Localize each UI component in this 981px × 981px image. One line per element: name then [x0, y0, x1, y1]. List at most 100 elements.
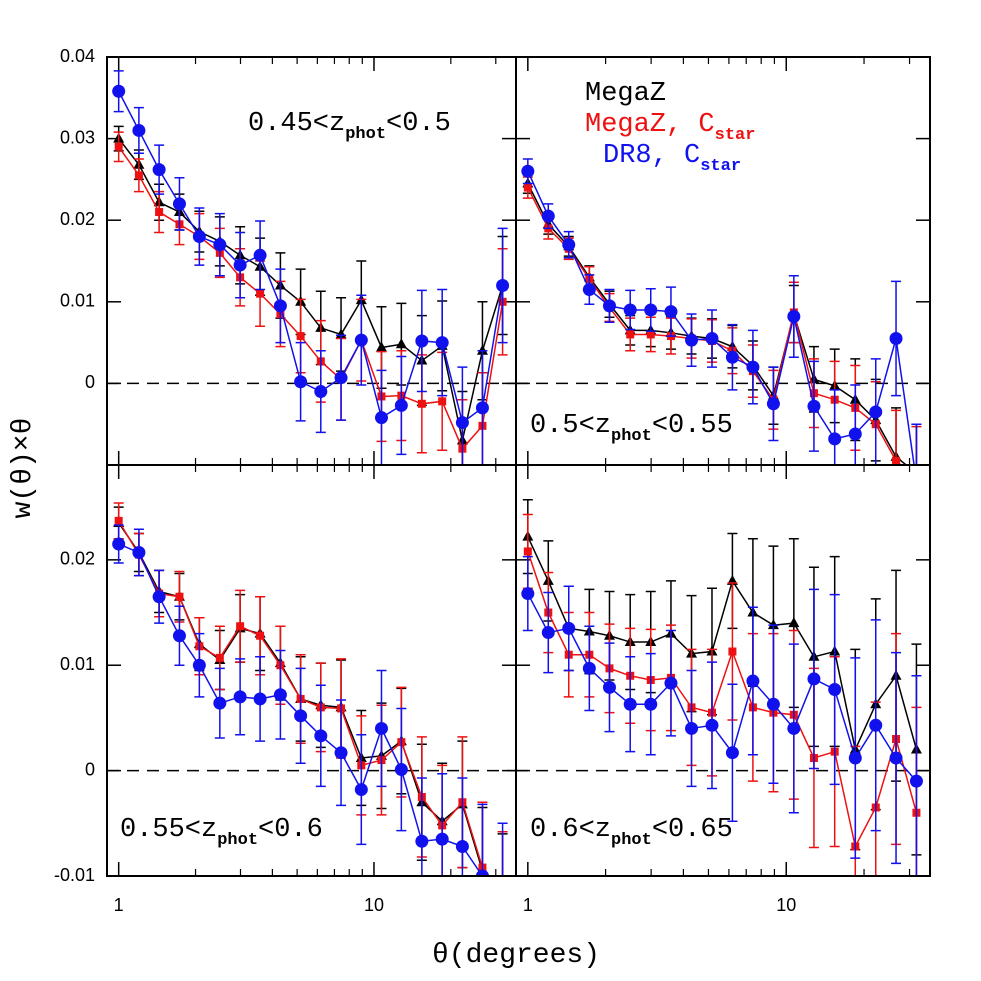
legend-entry: DR8, Cstar: [603, 141, 741, 176]
error-bar: [497, 822, 508, 876]
label-sub: phot: [611, 427, 652, 446]
marker: [172, 629, 186, 643]
label-part: 0.55<z: [120, 815, 217, 845]
y-tick-label: 0.04: [60, 46, 95, 66]
marker: [523, 183, 532, 192]
label-sub: phot: [345, 125, 386, 144]
marker: [114, 516, 123, 525]
marker: [746, 360, 760, 374]
marker: [256, 631, 265, 640]
marker: [521, 587, 535, 601]
marker: [646, 330, 655, 339]
legend-entry: MegaZ: [585, 79, 666, 109]
marker: [766, 397, 780, 411]
panel: 1 10 0.6<zphot<0.65: [515, 464, 931, 915]
label-part: <0.55: [652, 411, 733, 441]
marker: [192, 230, 206, 244]
marker: [602, 299, 616, 313]
marker: [685, 333, 699, 347]
y-tick-label: 0.01: [60, 291, 95, 311]
marker: [521, 164, 535, 178]
marker: [294, 709, 308, 723]
marker: [828, 682, 842, 696]
y-tick-label: 0.02: [60, 209, 95, 229]
label-sub: phot: [611, 831, 652, 850]
marker: [155, 208, 164, 217]
marker: [869, 405, 883, 419]
marker: [334, 371, 348, 385]
series-line: [118, 520, 490, 876]
marker: [233, 690, 247, 704]
data-area: [112, 502, 508, 901]
panel-label: 0.45<zphot<0.5: [248, 109, 451, 144]
legend-name: MegaZ: [585, 79, 666, 109]
panel: 1 10 -0.01 0 0.01 0.02 0.55<zphot<0.6: [54, 464, 517, 915]
marker: [725, 746, 739, 760]
marker: [152, 590, 166, 604]
marker: [394, 398, 408, 412]
legend-entry: MegaZ, Cstar: [585, 110, 755, 145]
y-axis-label: w(θ)×θ: [8, 418, 39, 519]
label-part: <0.65: [652, 815, 733, 845]
marker: [374, 411, 388, 425]
marker: [582, 283, 596, 297]
marker: [273, 688, 287, 702]
marker: [114, 142, 123, 151]
marker: [334, 746, 348, 760]
marker: [314, 729, 328, 743]
marker: [869, 718, 883, 732]
marker: [132, 123, 146, 137]
y-tick-label: 0: [85, 372, 95, 392]
marker: [213, 238, 227, 252]
marker: [215, 653, 224, 662]
marker: [374, 721, 388, 735]
marker: [415, 334, 429, 348]
marker: [475, 401, 489, 415]
x-tick-label: 1: [114, 895, 124, 915]
marker: [602, 680, 616, 694]
marker: [152, 163, 166, 177]
marker: [788, 617, 800, 628]
marker: [253, 692, 267, 706]
marker: [807, 672, 821, 686]
marker: [911, 467, 922, 477]
marker: [375, 341, 387, 352]
marker: [828, 432, 842, 446]
marker: [273, 299, 287, 313]
marker: [623, 697, 637, 711]
marker: [910, 475, 923, 488]
marker: [766, 697, 780, 711]
x-axis-label: θ(degrees): [432, 940, 600, 971]
marker: [787, 309, 801, 323]
marker: [354, 783, 368, 797]
marker: [354, 333, 368, 347]
marker: [438, 397, 447, 406]
marker: [296, 332, 305, 341]
series-line: [527, 551, 918, 849]
marker: [294, 375, 308, 389]
data-area: [521, 499, 923, 876]
marker: [787, 721, 801, 735]
legend-name: MegaZ, C: [585, 110, 715, 140]
marker: [394, 763, 408, 777]
x-tick-label: 10: [364, 895, 384, 915]
marker: [132, 545, 146, 559]
marker: [435, 832, 449, 846]
error-bar: [477, 803, 488, 876]
marker: [746, 674, 760, 688]
marker: [767, 619, 779, 630]
marker: [644, 697, 658, 711]
marker: [499, 893, 507, 901]
marker: [523, 547, 532, 556]
label-part: 0.45<z: [248, 109, 345, 139]
marker: [497, 891, 508, 901]
marker: [112, 84, 126, 98]
marker: [644, 303, 658, 317]
legend-sub: star: [715, 126, 756, 145]
marker: [417, 399, 426, 408]
marker: [912, 473, 920, 481]
marker: [582, 661, 596, 675]
marker: [889, 332, 903, 346]
